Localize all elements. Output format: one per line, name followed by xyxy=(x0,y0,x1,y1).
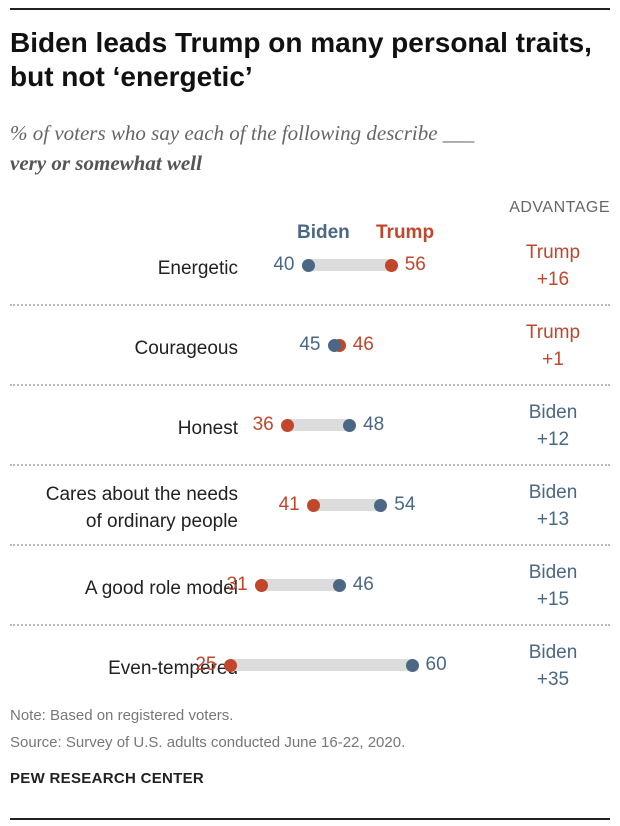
advantage-name: Biden xyxy=(528,482,578,503)
advantage-cell: Trump +16 xyxy=(490,239,616,293)
trump-dot xyxy=(280,418,294,432)
advantage-name: Biden xyxy=(528,562,578,583)
range-bar xyxy=(287,419,350,431)
row-separator xyxy=(10,624,610,626)
biden-value: 40 xyxy=(273,254,295,275)
advantage-value: +1 xyxy=(542,349,564,370)
range-bar xyxy=(308,259,392,271)
biden-dot xyxy=(374,498,388,512)
chart-source: Source: Survey of U.S. adults conducted … xyxy=(10,734,406,751)
subtitle-line: % of voters who say each of the followin… xyxy=(10,121,475,145)
advantage-header: ADVANTAGE xyxy=(509,199,610,216)
trump-value: 36 xyxy=(252,414,274,435)
biden-value: 54 xyxy=(394,494,416,515)
chart-row: Energetic 40 56 Trump +16 xyxy=(0,225,620,306)
row-separator xyxy=(10,304,610,306)
chart-row: Honest 36 48 Biden +12 xyxy=(0,385,620,466)
advantage-value: +13 xyxy=(536,509,570,530)
biden-dot xyxy=(405,658,419,672)
advantage-cell: Biden +35 xyxy=(490,639,616,693)
bottom-rule xyxy=(10,818,610,820)
legend-biden: Biden xyxy=(297,222,350,243)
advantage-name: Biden xyxy=(528,402,578,423)
trump-value: 56 xyxy=(404,254,426,275)
trump-dot xyxy=(306,498,320,512)
advantage-cell: Biden +15 xyxy=(490,559,616,613)
chart-subtitle: % of voters who say each of the followin… xyxy=(10,118,610,178)
biden-value: 46 xyxy=(352,574,374,595)
row-label: Energetic xyxy=(157,258,238,279)
row-separator xyxy=(10,464,610,466)
row-label: Even-tempered xyxy=(108,658,238,679)
row-separator xyxy=(10,544,610,546)
trump-dot xyxy=(223,658,237,672)
chart-row: A good role model 31 46 Biden +15 xyxy=(0,545,620,626)
biden-dot xyxy=(332,578,346,592)
advantage-name: Biden xyxy=(528,642,578,663)
advantage-value: +12 xyxy=(536,429,570,450)
org-name: PEW RESEARCH CENTER xyxy=(10,770,205,787)
row-label: Cares about the needs of ordinary people xyxy=(2,481,238,535)
advantage-value: +15 xyxy=(536,589,570,610)
advantage-cell: Biden +13 xyxy=(490,479,616,533)
row-label: Honest xyxy=(177,418,238,439)
row-separator xyxy=(10,384,610,386)
legend-trump: Trump xyxy=(376,222,435,243)
chart-row: Even-tempered 25 60 Biden +35 xyxy=(0,625,620,705)
trump-value: 25 xyxy=(195,654,217,675)
chart-row: Courageous 45 46 Trump +1 xyxy=(0,305,620,386)
advantage-cell: Biden +12 xyxy=(490,399,616,453)
biden-value: 48 xyxy=(363,414,385,435)
range-bar xyxy=(230,659,412,671)
biden-dot xyxy=(343,418,357,432)
row-label: A good role model xyxy=(84,578,238,599)
trump-value: 31 xyxy=(226,574,248,595)
advantage-value: +35 xyxy=(536,669,570,690)
advantage-value: +16 xyxy=(536,269,570,290)
range-bar xyxy=(313,499,381,511)
advantage-cell: Trump +1 xyxy=(490,319,616,373)
biden-dot xyxy=(327,338,341,352)
row-label-line-2: of ordinary people xyxy=(85,511,238,532)
subtitle-emphasis: very or somewhat well xyxy=(10,151,202,175)
top-rule xyxy=(10,8,610,10)
biden-dot xyxy=(301,258,315,272)
range-bar xyxy=(261,579,340,591)
trump-value: 41 xyxy=(278,494,300,515)
row-label: Courageous xyxy=(134,338,238,359)
trump-dot xyxy=(254,578,268,592)
chart-row: Cares about the needs of ordinary people 4… xyxy=(0,465,620,546)
trump-value: 46 xyxy=(352,334,374,355)
chart-note: Note: Based on registered voters. xyxy=(10,707,234,724)
trump-dot xyxy=(384,258,398,272)
chart-title: Biden leads Trump on many personal trait… xyxy=(10,27,592,92)
biden-value: 60 xyxy=(425,654,447,675)
row-label-line-1: Cares about the needs xyxy=(45,484,238,505)
advantage-name: Trump xyxy=(525,322,581,343)
advantage-name: Trump xyxy=(525,242,581,263)
biden-value: 45 xyxy=(299,334,321,355)
